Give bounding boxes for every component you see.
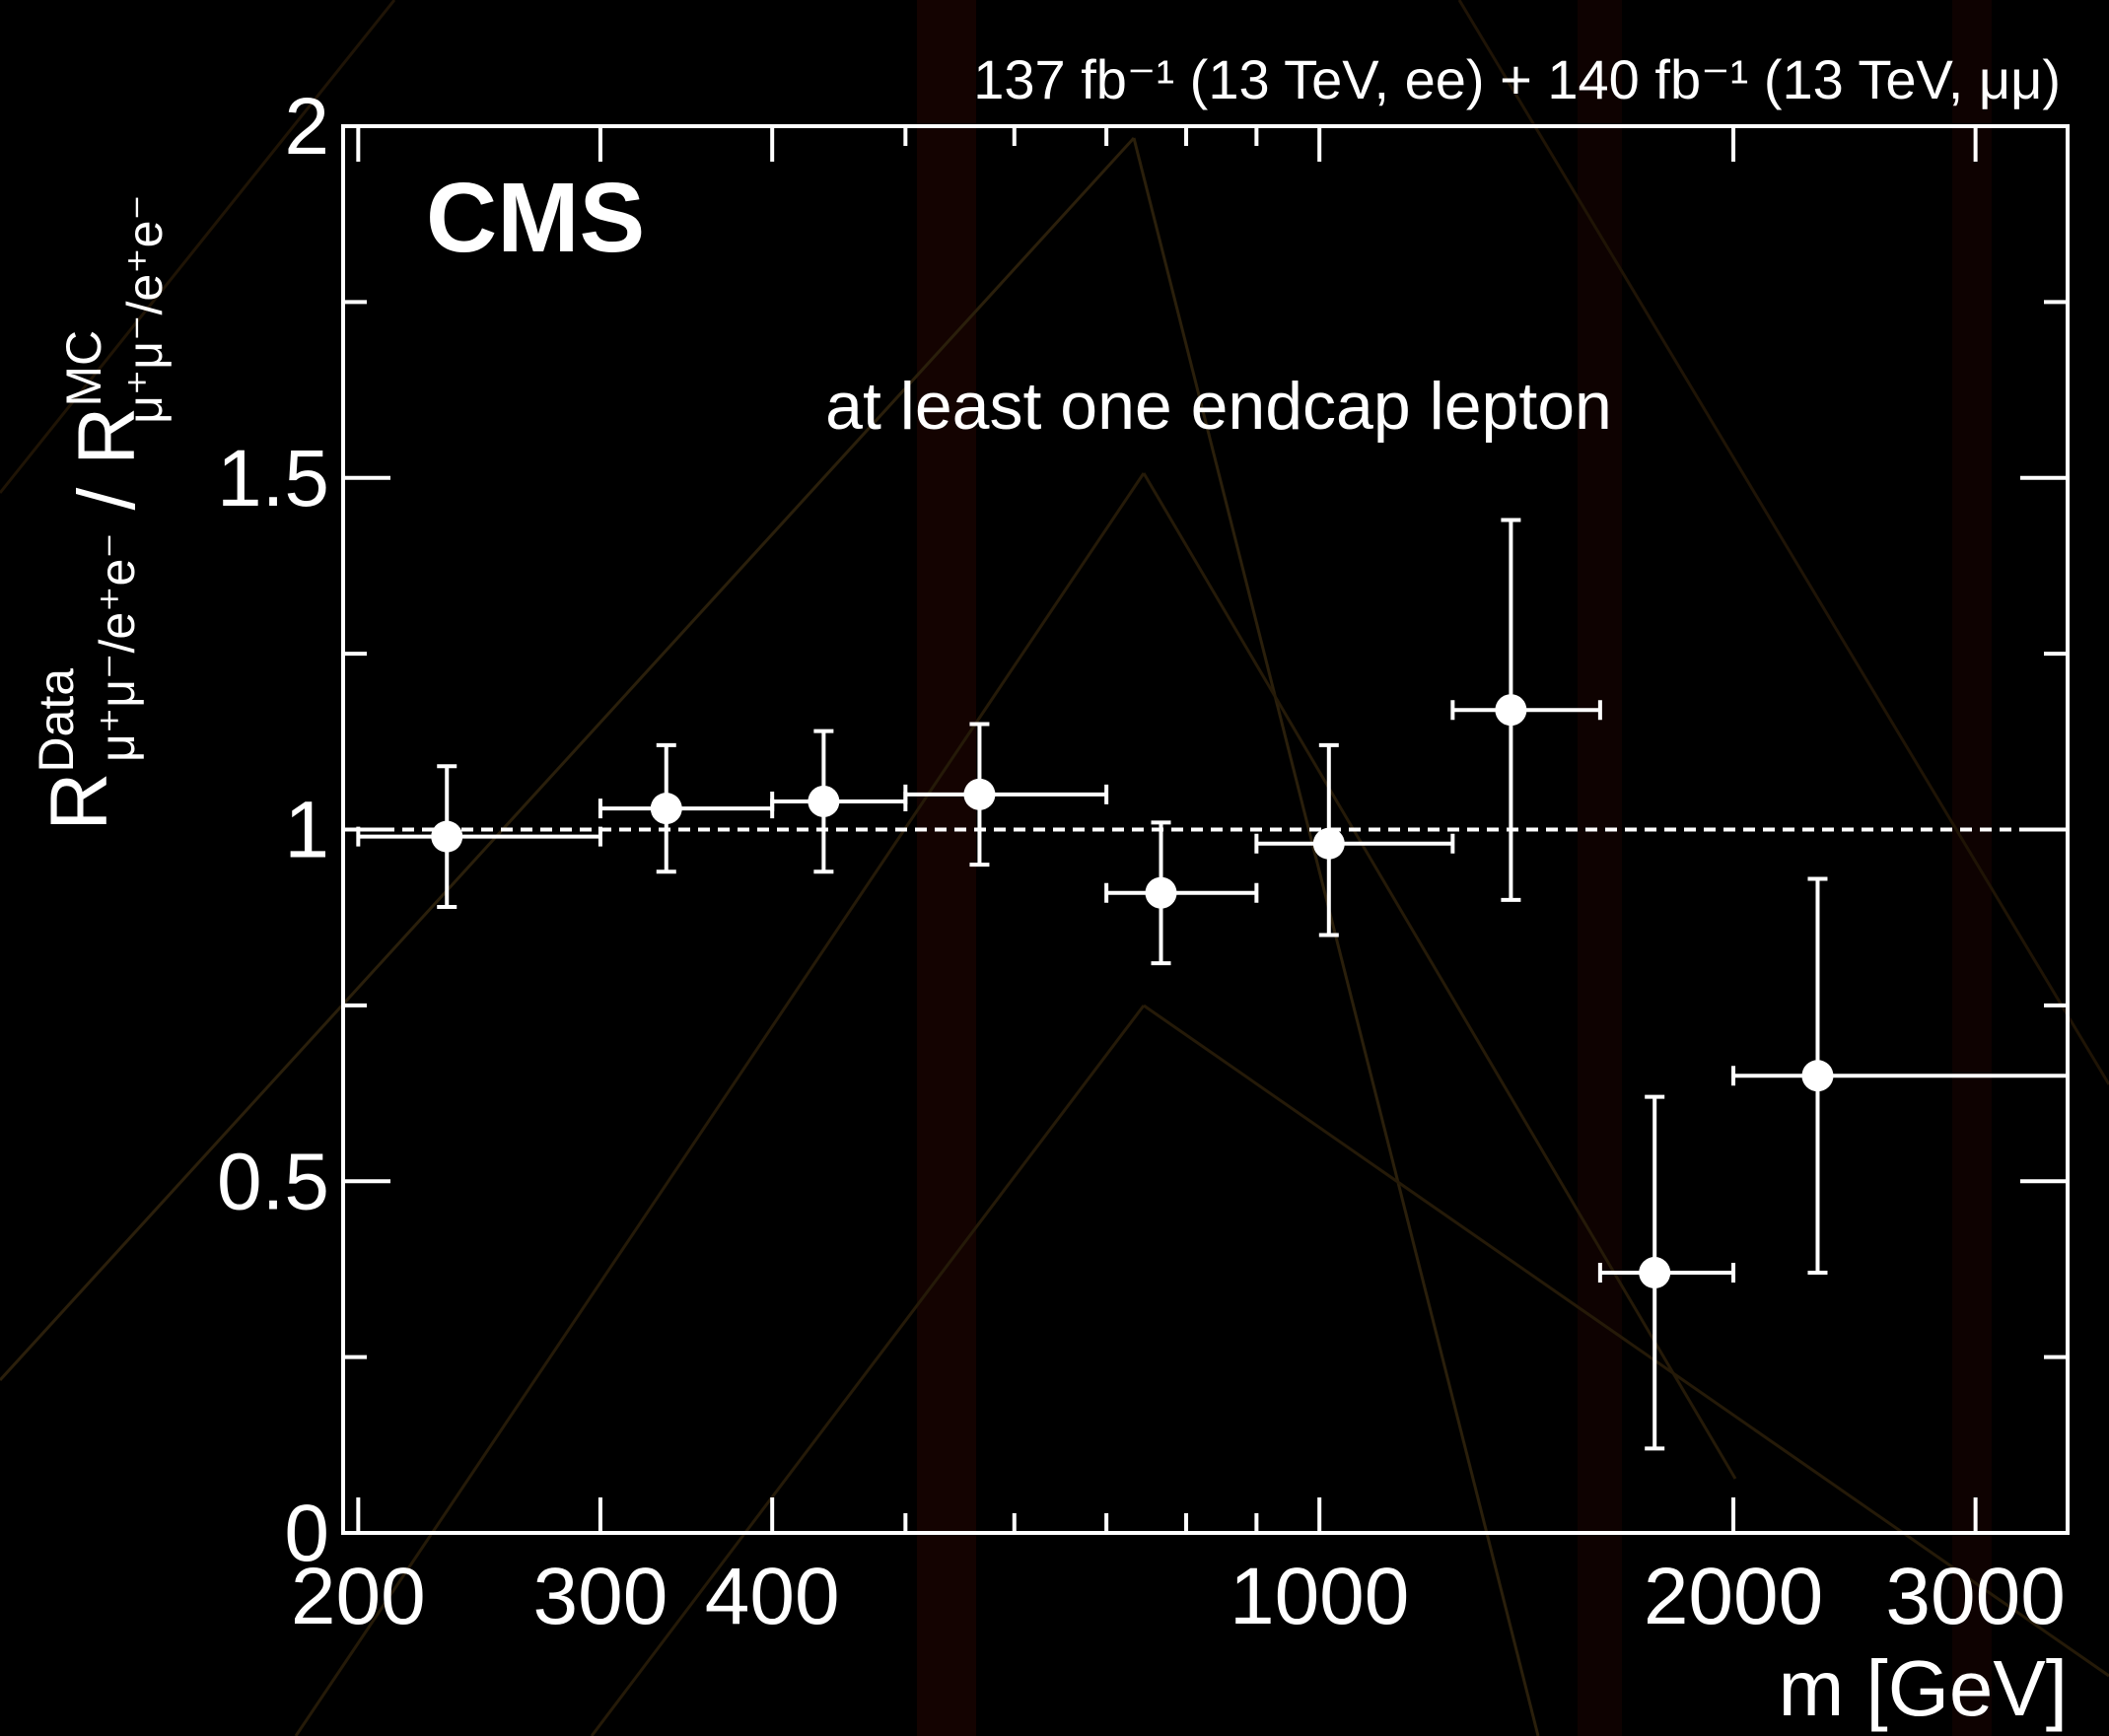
data-point [1145,876,1177,909]
data-point [650,793,682,825]
data-point [1801,1060,1834,1092]
y-tick-label: 1.5 [217,434,329,523]
chart-title: CMS [426,163,645,273]
x-tick-label: 3000 [1885,1552,2065,1641]
y-axis-label: RData μ⁺μ⁻/e⁺e⁻ / RMC μ⁺μ⁻/e⁺e⁻ [29,194,173,831]
subtitle: 137 fb⁻¹ (13 TeV, ee) + 140 fb⁻¹ (13 TeV… [973,48,2061,110]
y-label-sub: μ⁺μ⁻/e⁺e⁻ [90,532,145,762]
y-tick-label: 0 [284,1489,329,1578]
y-label-sup: MC [56,330,111,407]
data-point [1639,1257,1671,1289]
x-tick-label: 2000 [1644,1552,1823,1641]
x-error-bar [903,784,1109,804]
data-point [1495,694,1527,727]
data-point [1312,827,1345,860]
x-tick-label: 300 [533,1552,668,1641]
x-error-bar [1254,833,1455,854]
y-tick-label: 1 [284,786,329,875]
annotation: at least one endcap lepton [825,369,1612,444]
x-error-bar [1104,882,1259,903]
x-tick-label: 200 [291,1552,426,1641]
x-error-bar [1731,1066,2070,1086]
data-point [963,778,996,810]
y-label-main: / R [62,407,152,533]
x-axis-label: m [GeV] [1779,1644,2068,1732]
y-tick-label: 2 [284,82,329,172]
x-error-bar [356,826,602,847]
data-point [808,785,840,817]
data-point [431,820,463,853]
x-tick-label: 1000 [1230,1552,1409,1641]
x-tick-label: 400 [705,1552,840,1641]
y-tick-label: 0.5 [217,1137,329,1226]
y-label-sub: μ⁺μ⁻/e⁺e⁻ [117,194,173,424]
y-label-main: R [35,773,124,831]
y-label-sup: Data [29,668,84,773]
